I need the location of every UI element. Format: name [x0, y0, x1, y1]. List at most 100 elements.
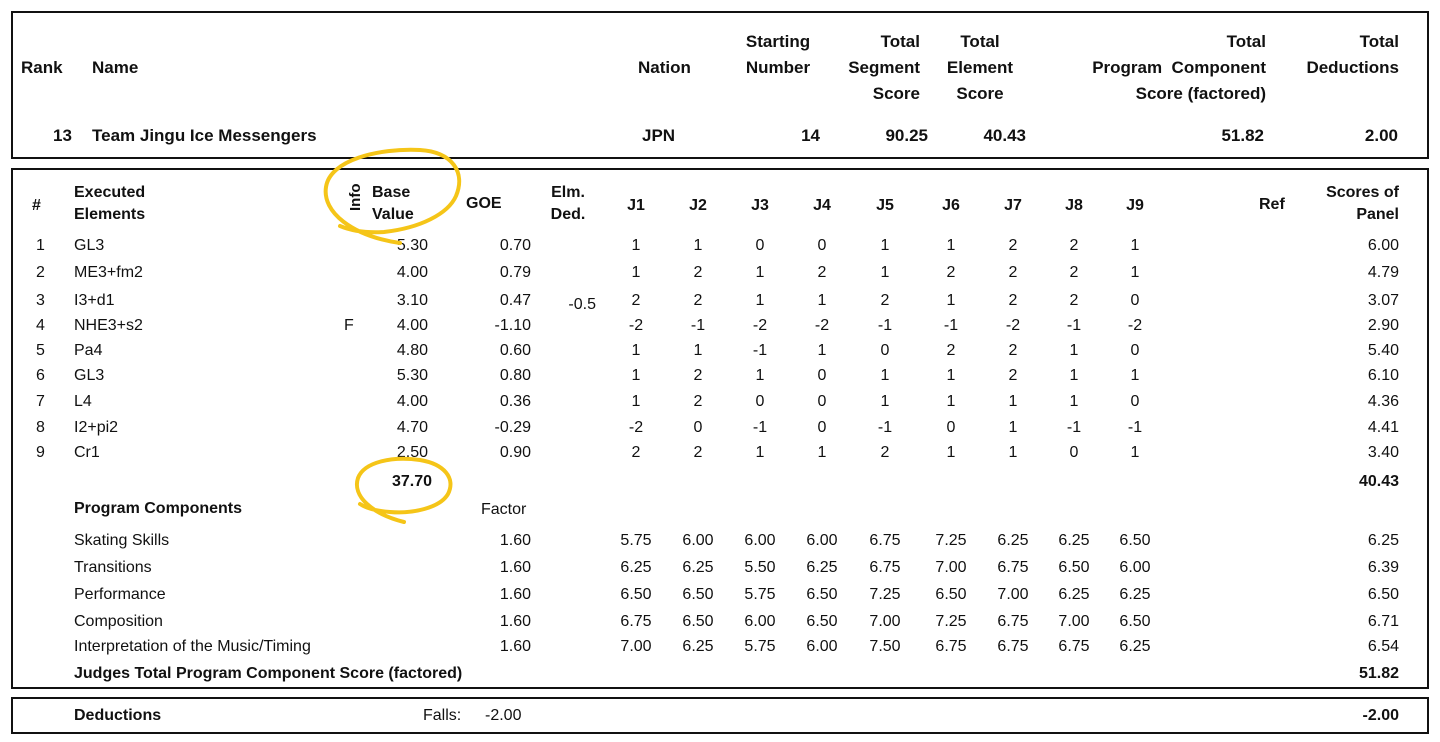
component-row-judge-score: 5.50 [744, 559, 776, 576]
skater-total-segment-score: 90.25 [885, 126, 928, 145]
element-row-judge-score: 0 [880, 342, 890, 359]
component-row-judge-score: 6.50 [1058, 559, 1090, 576]
element-row-judge-score: 1 [755, 367, 765, 384]
skater-name: Team Jingu Ice Messengers [92, 126, 317, 145]
element-row-judge-score: 0 [817, 393, 827, 410]
deductions-total: -2.00 [1362, 707, 1399, 724]
header-total-element-label: Total Element Score [946, 32, 1014, 103]
component-row-judge-score: 6.25 [1058, 532, 1090, 549]
element-row-num: 5 [36, 342, 45, 359]
element-row-judge-score: 1 [946, 393, 956, 410]
col-judge-header: J6 [942, 197, 960, 214]
component-row-judge-score: 6.75 [869, 532, 901, 549]
element-row-judge-score: -1 [752, 342, 768, 359]
element-row-judge-score: 0 [1069, 444, 1079, 461]
col-executed-elements-header: Executed Elements [74, 184, 146, 223]
component-row-panel-score: 6.54 [1367, 638, 1399, 655]
component-row-judge-score: 6.50 [935, 586, 967, 603]
element-row-judge-score: 1 [1130, 237, 1140, 254]
col-base-value-header: Base Value [372, 184, 414, 223]
element-row-name: NHE3+s2 [74, 317, 143, 334]
col-judge-header: J3 [751, 197, 769, 214]
element-row-judge-score: 2 [817, 264, 827, 281]
element-row-base-value: 4.80 [396, 342, 428, 359]
component-row-judge-score: 7.00 [935, 559, 967, 576]
element-row-panel-score: 2.90 [1367, 317, 1399, 334]
col-elm-ded-header: Elm. Ded. [550, 184, 586, 223]
element-row-base-value: 2.50 [396, 444, 428, 461]
element-row-judge-score: 2 [631, 292, 641, 309]
element-row-judge-score: 1 [880, 367, 890, 384]
element-row-judge-score: -1 [877, 419, 893, 436]
element-row-judge-score: 0 [817, 419, 827, 436]
element-row-judge-score: 2 [631, 444, 641, 461]
col-judge-header: J4 [813, 197, 831, 214]
component-row-judge-score: 6.50 [806, 586, 838, 603]
element-row-judge-score: 1 [1130, 367, 1140, 384]
component-row-judge-score: 6.25 [682, 559, 714, 576]
element-row-panel-score: 3.40 [1367, 444, 1399, 461]
element-row-goe: 0.79 [499, 264, 531, 281]
element-row-num: 8 [36, 419, 45, 436]
element-row-judge-score: 1 [817, 292, 827, 309]
component-row-judge-score: 6.25 [1119, 586, 1151, 603]
component-row-name: Composition [74, 613, 163, 630]
element-row-judge-score: 1 [1130, 444, 1140, 461]
element-row-judge-score: 1 [946, 444, 956, 461]
component-row-judge-score: 6.00 [806, 638, 838, 655]
element-row-name: I3+d1 [74, 292, 115, 309]
element-row-judge-score: 2 [693, 367, 703, 384]
component-row-judge-score: 6.50 [806, 613, 838, 630]
component-row-judge-score: 6.25 [620, 559, 652, 576]
element-row-judge-score: 2 [1008, 237, 1018, 254]
component-row-factor: 1.60 [499, 532, 531, 549]
component-row-panel-score: 6.25 [1367, 532, 1399, 549]
component-row-judge-score: 6.50 [1119, 613, 1151, 630]
element-row-judge-score: 1 [880, 237, 890, 254]
element-row-elm-ded: -0.5 [568, 296, 596, 313]
element-row-judge-score: 1 [631, 264, 641, 281]
element-row-panel-score: 5.40 [1367, 342, 1399, 359]
element-row-judge-score: 0 [817, 367, 827, 384]
element-row-judge-score: 1 [946, 367, 956, 384]
element-row-judge-score: 1 [631, 342, 641, 359]
component-row-panel-score: 6.71 [1367, 613, 1399, 630]
element-row-panel-score: 6.10 [1367, 367, 1399, 384]
component-row-judge-score: 5.75 [744, 638, 776, 655]
element-row-num: 7 [36, 393, 45, 410]
component-row-judge-score: 7.00 [869, 613, 901, 630]
col-ref-header: Ref [1259, 196, 1285, 213]
component-row-judge-score: 7.25 [935, 532, 967, 549]
component-row-judge-score: 6.50 [682, 586, 714, 603]
element-row-judge-score: 1 [1069, 393, 1079, 410]
element-row-judge-score: 1 [946, 292, 956, 309]
component-row-factor: 1.60 [499, 638, 531, 655]
element-row-judge-score: -1 [752, 419, 768, 436]
element-row-base-value: 4.70 [396, 419, 428, 436]
element-row-judge-score: -1 [1066, 419, 1082, 436]
element-row-panel-score: 6.00 [1367, 237, 1399, 254]
skater-starting-number: 14 [801, 126, 820, 145]
element-row-judge-score: 0 [1130, 292, 1140, 309]
element-row-name: Cr1 [74, 444, 100, 461]
element-row-name: I2+pi2 [74, 419, 119, 436]
element-row-judge-score: 1 [631, 367, 641, 384]
element-row-base-value: 4.00 [396, 264, 428, 281]
element-row-judge-score: 1 [693, 237, 703, 254]
element-row-judge-score: 0 [693, 419, 703, 436]
component-row-judge-score: 6.25 [1119, 638, 1151, 655]
component-row-judge-score: 6.25 [682, 638, 714, 655]
element-row-goe: -0.29 [494, 419, 531, 436]
component-row-judge-score: 7.00 [1058, 613, 1090, 630]
col-info-header: Info [347, 183, 364, 212]
element-row-judge-score: 2 [1008, 342, 1018, 359]
component-row-name: Transitions [74, 559, 152, 576]
element-row-goe: 0.90 [499, 444, 531, 461]
header-total-segment-label: Total Segment Score [848, 32, 920, 103]
component-row-judge-score: 6.00 [682, 532, 714, 549]
component-row-judge-score: 6.25 [806, 559, 838, 576]
skater-nation: JPN [642, 126, 676, 145]
element-row-judge-score: 1 [1069, 342, 1079, 359]
col-judge-header: J1 [627, 197, 645, 214]
component-row-judge-score: 6.75 [869, 559, 901, 576]
